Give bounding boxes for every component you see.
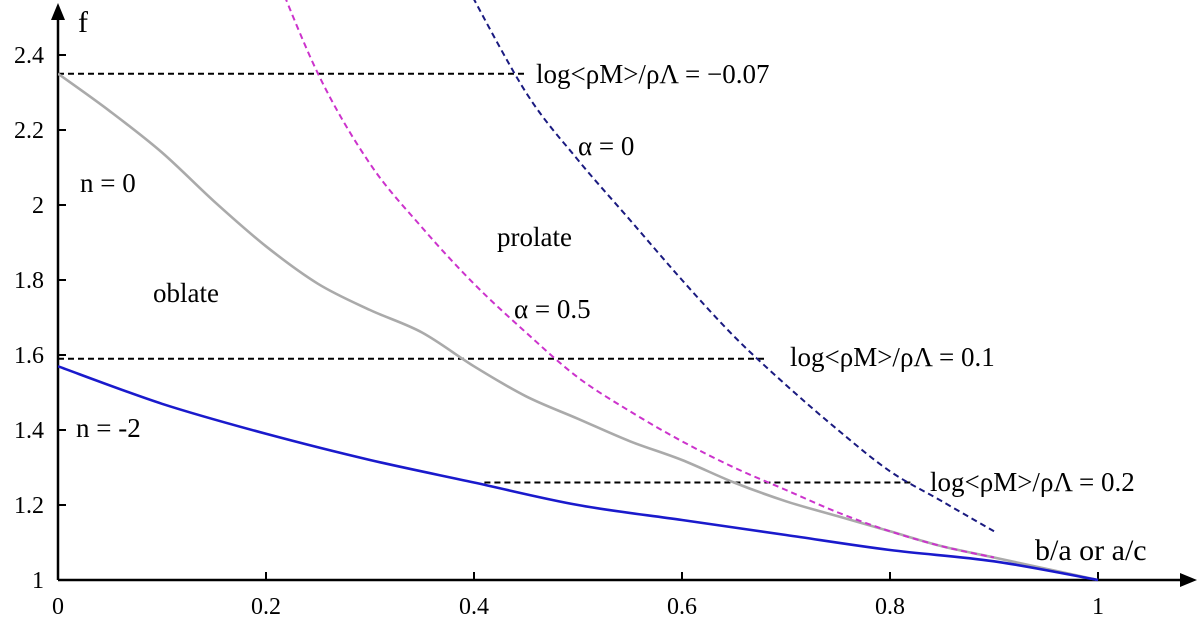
y-tick-label: 1.4 xyxy=(14,418,44,444)
x-tick-label: 0.4 xyxy=(459,594,489,620)
series-line-0 xyxy=(58,72,1099,582)
x-tick-label: 1 xyxy=(1092,594,1104,620)
series-line-3 xyxy=(473,0,995,533)
series-line-1 xyxy=(58,365,1099,582)
reference-lines-layer xyxy=(58,72,911,484)
annotation-n-minus2: n = -2 xyxy=(76,413,141,443)
x-tick-label: 0 xyxy=(52,594,64,620)
y-tick-label: 2 xyxy=(32,193,44,219)
y-tick-label: 1.8 xyxy=(14,268,44,294)
refline-label-1: log<ρM>/ρΛ = −0.07 xyxy=(536,59,770,89)
annotation-oblate: oblate xyxy=(153,278,219,308)
x-axis-label: b/a or a/c xyxy=(1035,534,1147,567)
annotation-alpha05: α = 0.5 xyxy=(514,294,591,324)
annotation-n0: n = 0 xyxy=(80,168,136,198)
x-tick-label: 0.6 xyxy=(667,594,697,620)
y-tick-label: 2.2 xyxy=(14,118,44,144)
y-tick-label: 2.4 xyxy=(14,43,44,69)
y-axis-label: f xyxy=(78,6,88,39)
refline-label-2: log<ρM>/ρΛ = 0.1 xyxy=(790,342,995,372)
y-tick-label: 1.2 xyxy=(14,493,44,519)
refline-label-3: log<ρM>/ρΛ = 0.2 xyxy=(930,467,1135,497)
y-tick-label: 1 xyxy=(32,568,44,594)
series-layer xyxy=(58,0,1099,582)
y-tick-label: 1.6 xyxy=(14,343,44,369)
ticks-layer: 0 0.2 0.4 0.6 0.8 1 1 1.2 1.4 1.6 1.8 2 2.2 2.4 xyxy=(14,43,1104,620)
annotation-prolate: prolate xyxy=(497,222,572,252)
x-axis-arrow xyxy=(1180,573,1197,587)
y-axis-arrow xyxy=(51,3,65,20)
x-tick-label: 0.2 xyxy=(251,594,281,620)
annotation-alpha0: α = 0 xyxy=(578,131,634,161)
x-tick-label: 0.8 xyxy=(875,594,905,620)
series-line-2 xyxy=(285,0,995,559)
